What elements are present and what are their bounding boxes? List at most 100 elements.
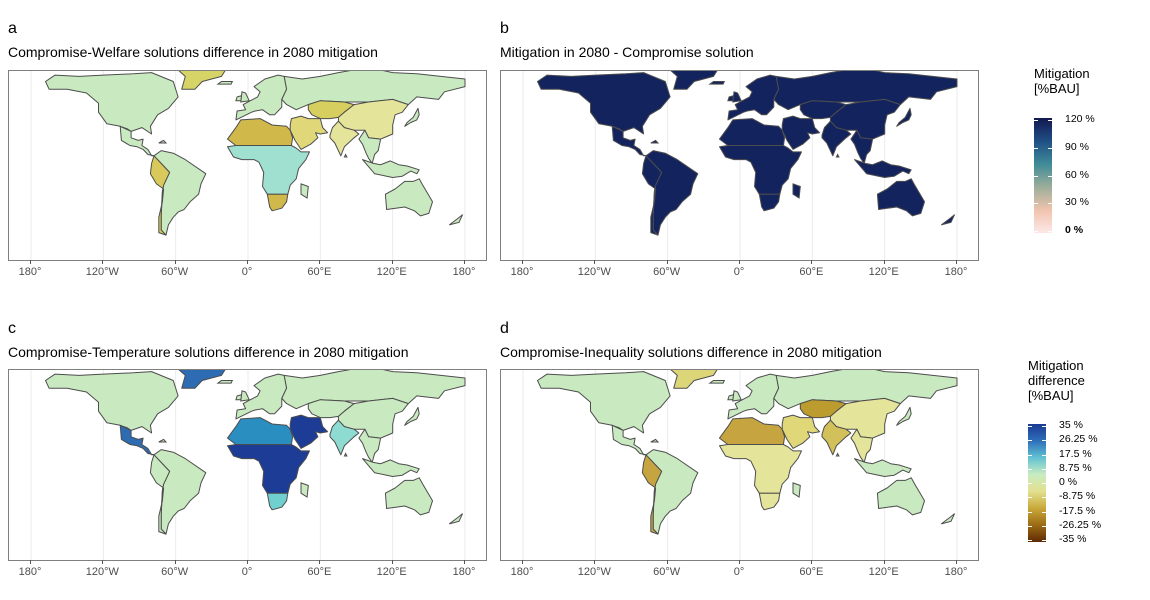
legend-tickmark <box>1042 483 1046 484</box>
region-central-america <box>119 424 155 456</box>
panel-c-map <box>8 369 487 561</box>
longitude-tick-label: 180° <box>510 266 534 278</box>
longitude-tick-label: 180° <box>510 566 534 578</box>
island-0 <box>448 214 464 226</box>
region-japan <box>896 406 912 426</box>
region-north-america <box>537 371 671 434</box>
legend-tick-label: -17.5 % <box>1059 504 1096 517</box>
legend-tickmark <box>1028 483 1032 484</box>
legend-tick-label: -26.25 % <box>1059 518 1102 531</box>
legend-tickmark <box>1034 231 1038 232</box>
legend-tick-label: 26.25 % <box>1059 433 1098 446</box>
longitude-tick-label: 120°W <box>85 266 119 278</box>
region-russia <box>281 370 466 410</box>
panel-b-letter: b <box>500 20 509 37</box>
region-central-america <box>611 125 647 157</box>
island-6 <box>650 438 660 443</box>
legend-tick-label: 30 % <box>1065 196 1089 209</box>
longitude-tick <box>30 560 31 564</box>
legend-tick-label: 8.75 % <box>1059 461 1092 474</box>
legend-tickmark <box>1028 497 1032 499</box>
region-greenland <box>670 370 718 389</box>
region-indonesia <box>854 458 912 477</box>
legend-tick-label: 0 % <box>1059 476 1078 488</box>
region-greenland <box>670 71 718 90</box>
region-indonesia <box>362 159 420 178</box>
longitude-tick <box>883 560 885 564</box>
island-0 <box>448 513 464 525</box>
panel-c-longitude-axis: 180° 120°W 60°W 0° 60°E 120°E 180° <box>8 560 485 578</box>
longitude-tick <box>739 260 740 264</box>
longitude-tick <box>102 260 104 264</box>
panel-a-longitude-axis: 180° 120°W 60°W 0° 60°E 120°E 180° <box>8 260 485 278</box>
island-3 <box>240 390 250 402</box>
region-middle-east <box>289 115 329 150</box>
longitude-tick-label: 0° <box>241 566 253 578</box>
longitude-tick-label: 0° <box>733 266 745 278</box>
region-north-america <box>45 371 179 434</box>
legend-tick-label: -35 % <box>1059 533 1087 545</box>
region-north-america <box>537 72 671 135</box>
longitude-tick <box>464 560 465 564</box>
region-south-america-west <box>149 454 171 535</box>
island-4 <box>300 183 309 199</box>
longitude-tick-label: 60°E <box>307 566 332 578</box>
longitude-tick <box>739 560 740 564</box>
longitude-tick <box>30 260 31 264</box>
legend-tick-label: -8.75 % <box>1059 490 1096 503</box>
region-india <box>821 120 852 157</box>
region-north-africa <box>227 118 294 146</box>
region-europe <box>727 373 780 420</box>
region-south-africa <box>266 492 289 511</box>
longitude-tick <box>391 260 393 264</box>
longitude-tick-label: 180° <box>944 566 968 578</box>
panel-d-letter: d <box>500 320 509 337</box>
legend-tickmark <box>1048 203 1052 205</box>
legend-tickmark <box>1042 540 1046 541</box>
region-north-africa <box>719 118 786 146</box>
region-middle-east <box>289 414 329 449</box>
island-1 <box>216 81 234 85</box>
longitude-tick <box>811 560 813 564</box>
region-middle-east <box>781 414 821 449</box>
region-sub-saharan-africa <box>719 444 802 494</box>
longitude-tick <box>247 260 248 264</box>
longitude-tick-label: 180° <box>944 266 968 278</box>
island-3 <box>732 91 742 103</box>
region-south-america <box>153 449 207 535</box>
panel-b-map <box>500 70 979 261</box>
island-5 <box>835 153 840 158</box>
legend-tick-label: 0 % <box>1065 224 1084 236</box>
region-south-america <box>153 150 207 236</box>
difference-colorbar <box>1028 424 1046 542</box>
longitude-tick <box>956 560 957 564</box>
region-south-america-west <box>149 155 171 236</box>
mitigation-legend: Mitigation [%BAU] 120 % 90 % 60 % 30 % 0 % <box>1034 66 1144 246</box>
legend-tickmark <box>1042 468 1046 470</box>
longitude-tick-label: 120°E <box>868 266 899 278</box>
longitude-tick-label: 60°E <box>307 266 332 278</box>
panel-c-title: Compromise-Temperature solutions differe… <box>8 344 409 360</box>
panel-a-letter: a <box>8 20 17 37</box>
region-europe <box>235 373 288 420</box>
island-6 <box>158 438 168 443</box>
longitude-tick <box>522 560 523 564</box>
longitude-tick-label: 60°E <box>799 266 824 278</box>
region-south-africa <box>266 193 289 212</box>
island-5 <box>343 153 348 158</box>
longitude-tick-label: 60°W <box>653 266 681 278</box>
longitude-tick-label: 180° <box>18 266 42 278</box>
region-south-america <box>645 449 699 535</box>
panel-c-letter: c <box>8 320 16 337</box>
longitude-tick-label: 180° <box>452 566 476 578</box>
region-india <box>329 419 360 456</box>
region-australia <box>384 477 433 516</box>
legend-tickmark <box>1034 203 1038 205</box>
region-greenland <box>178 71 226 90</box>
region-russia <box>281 71 466 111</box>
longitude-tick <box>666 260 668 264</box>
region-south-america-west <box>641 155 663 236</box>
region-japan <box>404 107 420 127</box>
mitigation-legend-title-line2: [%BAU] <box>1034 81 1080 96</box>
longitude-tick <box>319 260 321 264</box>
